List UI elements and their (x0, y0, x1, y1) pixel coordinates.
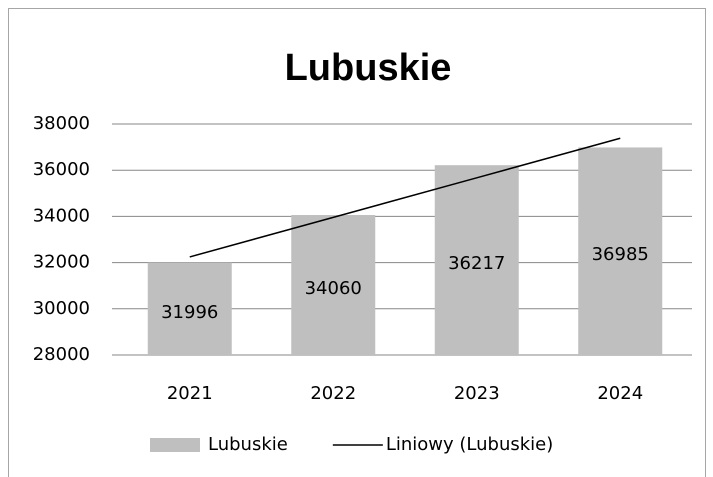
bar (147, 262, 232, 355)
data-label: 36985 (592, 244, 649, 265)
data-label: 34060 (305, 278, 362, 299)
bar (434, 165, 519, 355)
data-label: 36217 (448, 253, 505, 274)
chart-title: Lubuskie (285, 47, 452, 89)
x-tick-label: 2024 (597, 383, 643, 404)
y-tick-label: 32000 (33, 252, 90, 273)
x-tick-label: 2021 (167, 383, 213, 404)
x-tick-label: 2022 (310, 383, 356, 404)
y-tick-label: 38000 (33, 113, 90, 134)
legend-label: Lubuskie (208, 434, 288, 455)
bar (578, 147, 663, 355)
trend-line (189, 137, 621, 258)
y-tick-label: 28000 (33, 344, 90, 365)
y-tick-label: 30000 (33, 298, 90, 319)
legend-swatch (150, 438, 200, 452)
data-label: 31996 (161, 302, 218, 323)
y-tick-label: 36000 (33, 159, 90, 180)
y-tick-label: 34000 (33, 205, 90, 226)
bar (291, 215, 376, 355)
x-tick-label: 2023 (454, 383, 500, 404)
legend-label: Liniowy (Lubuskie) (386, 434, 553, 455)
